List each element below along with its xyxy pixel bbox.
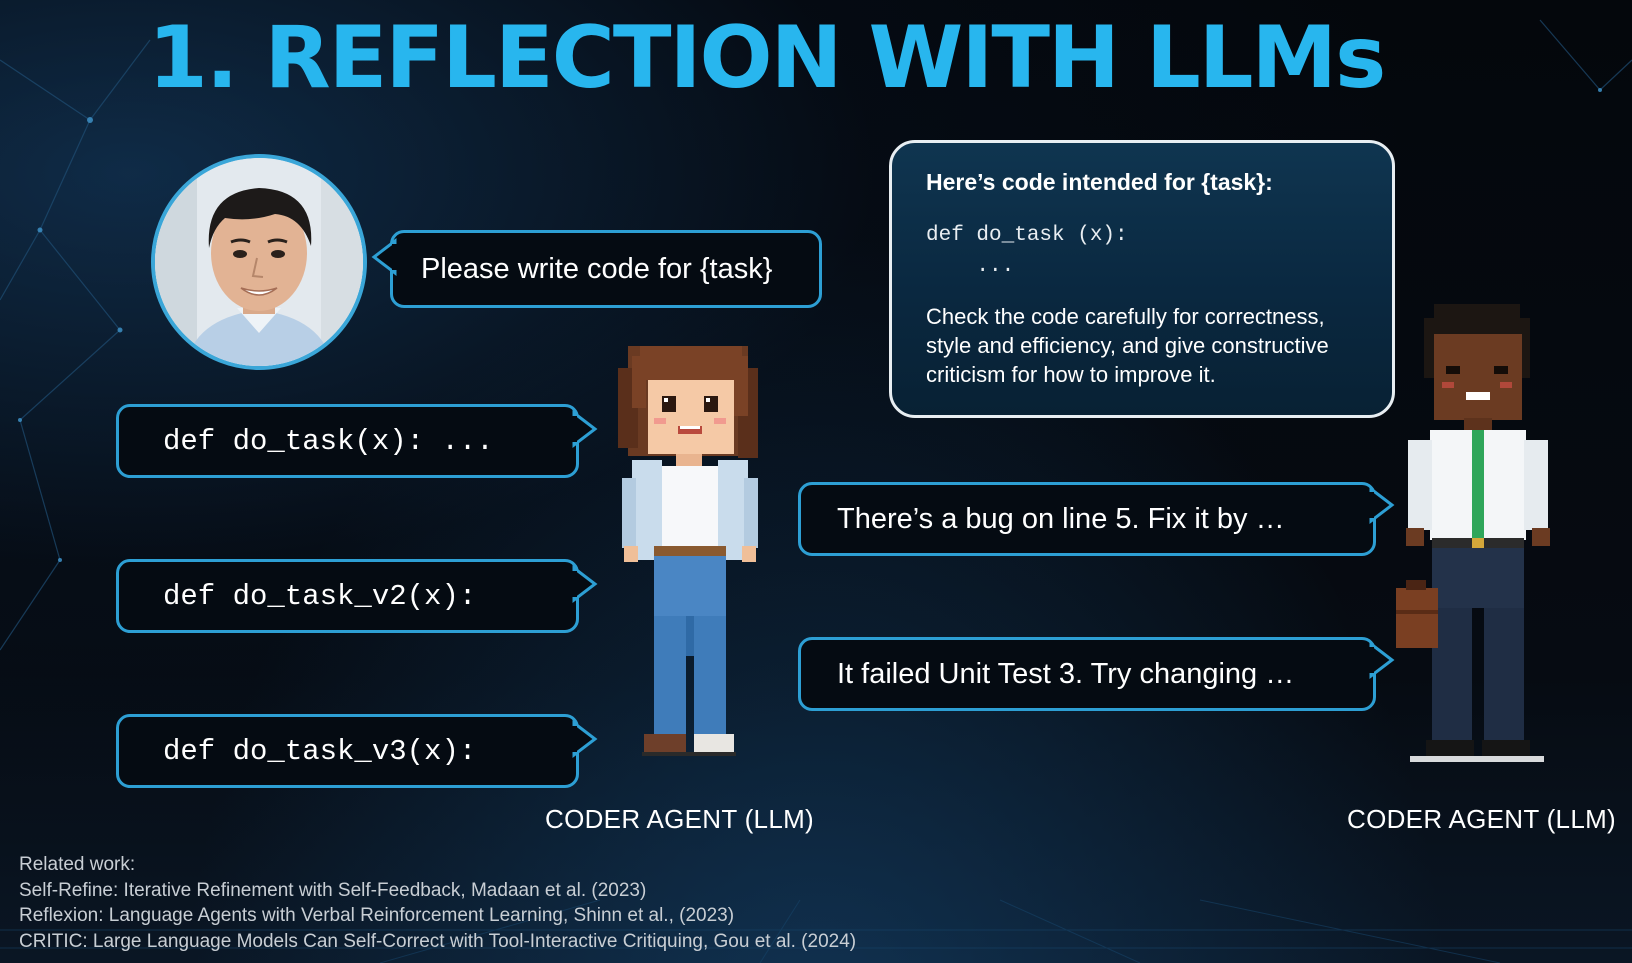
bubble-tail-icon <box>371 237 398 277</box>
code-version-bubble-2: def do_task_v2(x): <box>116 559 598 633</box>
critique-body: Check the code carefully for correctness… <box>926 304 1329 387</box>
feedback-bubble-2: It failed Unit Test 3. Try changing … <box>798 637 1395 711</box>
slide-title: 1. REFLECTION WITH LLMs <box>148 8 1386 108</box>
code-version-text: def do_task_v3(x): <box>163 734 477 768</box>
feedback-bubble-1: There’s a bug on line 5. Fix it by … <box>798 482 1395 556</box>
bubble-tail-icon <box>1368 485 1395 525</box>
bubble-tail-icon <box>571 409 598 449</box>
related-work-item: CRITIC: Large Language Models Can Self-C… <box>19 930 857 952</box>
bubble-tail-icon <box>1368 640 1395 680</box>
code-version-bubble-3: def do_task_v3(x): <box>116 714 598 788</box>
critique-code-line: def do_task (x): <box>926 224 1128 247</box>
critique-prompt-box: Here’s code intended for {task}: def do_… <box>889 140 1395 418</box>
bubble-tail-icon <box>571 719 598 759</box>
critique-code: def do_task (x): ... <box>926 220 1362 282</box>
critique-code-line: ... <box>926 255 1015 278</box>
critique-heading: Here’s code intended for {task}: <box>926 169 1273 195</box>
pixel-art-coder-man-icon <box>1396 304 1550 762</box>
user-prompt-text: Please write code for {task} <box>421 252 773 285</box>
code-version-text: def do_task_v2(x): <box>163 579 477 613</box>
related-work-item: Self-Refine: Iterative Refinement with S… <box>19 879 647 901</box>
left-agent-label: CODER AGENT (LLM) <box>545 804 814 834</box>
user-prompt-bubble: Please write code for {task} <box>371 230 822 308</box>
bubble-tail-icon <box>571 564 598 604</box>
related-work: Related work: Self-Refine: Iterative Ref… <box>19 852 856 954</box>
person-photo-icon <box>155 158 363 366</box>
pixel-art-coder-woman-icon <box>618 346 758 756</box>
feedback-text: There’s a bug on line 5. Fix it by … <box>837 502 1285 535</box>
code-version-bubble-1: def do_task(x): ... <box>116 404 598 478</box>
related-work-item: Reflexion: Language Agents with Verbal R… <box>19 905 735 926</box>
right-agent-label: CODER AGENT (LLM) <box>1347 804 1616 834</box>
person-photo-avatar <box>151 154 367 370</box>
related-work-heading: Related work: <box>19 854 136 875</box>
code-version-text: def do_task(x): ... <box>163 424 494 458</box>
feedback-text: It failed Unit Test 3. Try changing … <box>837 657 1295 690</box>
